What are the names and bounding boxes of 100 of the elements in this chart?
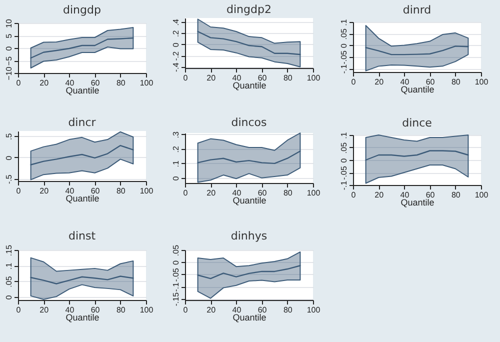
- x-tick-label: 0: [351, 190, 356, 200]
- y-tick-label: 0: [172, 176, 180, 181]
- line-series: [30, 144, 134, 166]
- y-tick-label: .05: [4, 276, 14, 288]
- line-series: [30, 37, 134, 59]
- y-tick-label: .2: [172, 30, 180, 38]
- y-tick-label: .3: [172, 131, 180, 138]
- y-tick-label: 5: [4, 33, 14, 38]
- x-tick-label: 0: [16, 306, 22, 314]
- x-tick-label: 80: [283, 188, 293, 198]
- x-tick-label: 40: [400, 78, 410, 86]
- y-tick-label: .2: [172, 146, 180, 153]
- y-tick-label: -.05: [340, 50, 348, 64]
- x-tick-label: 100: [474, 78, 489, 86]
- x-tick-label: 20: [374, 190, 384, 200]
- x-tick-label: 100: [306, 188, 321, 198]
- chart-title: dingdp2: [226, 3, 272, 16]
- y-tick-label: -.1: [340, 180, 348, 190]
- x-tick-label: 20: [206, 74, 216, 82]
- chart-title: dincr: [68, 116, 96, 129]
- line-series: [197, 265, 301, 280]
- x-tick-label: 60: [258, 74, 268, 82]
- x-tick-label: 100: [306, 306, 321, 314]
- x-tick-label: 40: [65, 306, 75, 314]
- y-tick-label: .05: [340, 28, 348, 40]
- y-tick-label: .1: [340, 18, 348, 26]
- y-tick-label: -.1: [172, 282, 180, 292]
- x-tick-label: 60: [258, 188, 268, 198]
- x-axis-title: Quantile: [232, 80, 266, 90]
- x-tick-label: 60: [90, 78, 100, 88]
- y-tick-label: −5: [4, 56, 14, 66]
- x-tick-label: 100: [140, 78, 154, 88]
- y-tick-label: -.1: [340, 64, 348, 74]
- x-tick-label: 20: [40, 78, 50, 88]
- x-tick-label: 20: [374, 78, 384, 86]
- x-tick-label: 20: [40, 306, 50, 314]
- x-tick-label: 60: [258, 306, 268, 314]
- x-axis-title: Quantile: [232, 196, 266, 206]
- x-tick-label: 60: [426, 78, 436, 86]
- y-tick-label: .5: [4, 132, 14, 140]
- y-tick-label: .1: [340, 132, 348, 139]
- y-tick-label: 0: [172, 260, 180, 265]
- x-tick-label: 80: [283, 306, 293, 314]
- y-tick-label: 0: [4, 155, 14, 160]
- y-tick-label: -.5: [4, 174, 14, 184]
- chart-title: dinrd: [402, 4, 432, 17]
- x-axis-title: Quantile: [66, 86, 100, 96]
- x-tick-label: 80: [116, 306, 126, 314]
- x-tick-label: 100: [140, 186, 154, 196]
- x-tick-label: 0: [183, 306, 188, 314]
- x-tick-label: 100: [474, 190, 489, 200]
- x-axis-title: Quantile: [66, 312, 100, 322]
- y-tick-label: 0: [340, 42, 348, 48]
- x-tick-label: 0: [183, 188, 188, 198]
- x-tick-label: 80: [116, 78, 126, 88]
- chart-title: dince: [402, 116, 432, 130]
- x-tick-label: 0: [183, 74, 188, 82]
- y-tick-label: −10: [4, 66, 14, 80]
- x-axis-title: Quantile: [232, 312, 266, 322]
- x-axis-title: Quantile: [400, 198, 434, 208]
- x-tick-label: 40: [232, 188, 242, 198]
- y-tick-label: .05: [172, 244, 180, 256]
- y-tick-label: -.2: [172, 50, 180, 61]
- chart-title: dingdp: [63, 4, 101, 17]
- x-tick-label: 80: [451, 78, 461, 86]
- y-tick-label: -.05: [172, 267, 180, 282]
- y-tick-label: 0: [4, 294, 14, 300]
- x-tick-label: 40: [65, 78, 75, 88]
- x-tick-label: 20: [40, 186, 50, 196]
- x-tick-label: 40: [232, 74, 242, 82]
- line-series: [365, 46, 469, 56]
- x-tick-label: 0: [16, 78, 22, 88]
- chart-title: dincos: [231, 116, 268, 130]
- y-tick-label: .05: [340, 142, 348, 154]
- x-tick-label: 40: [400, 190, 410, 200]
- x-tick-label: 60: [426, 190, 436, 200]
- x-tick-label: 60: [90, 306, 100, 314]
- y-tick-label: 0: [172, 42, 180, 48]
- x-tick-label: 40: [65, 186, 75, 196]
- y-tick-label: 0: [340, 158, 348, 163]
- y-tick-label: -.15: [172, 292, 180, 306]
- chart-title: dinhys: [230, 229, 268, 242]
- x-tick-label: 80: [283, 74, 293, 82]
- y-tick-label: -.4: [172, 62, 180, 72]
- x-tick-label: 0: [16, 186, 22, 196]
- y-tick-label: .1: [4, 262, 14, 270]
- x-tick-label: 40: [232, 306, 242, 314]
- y-tick-label: .15: [4, 244, 14, 256]
- x-tick-label: 80: [451, 190, 461, 200]
- x-tick-label: 0: [351, 78, 356, 86]
- x-axis-title: Quantile: [400, 84, 434, 94]
- x-tick-label: 100: [140, 306, 154, 314]
- x-tick-label: 20: [206, 306, 216, 314]
- line-series: [30, 276, 134, 284]
- x-tick-label: 20: [206, 188, 216, 198]
- y-tick-label: 10: [4, 18, 14, 28]
- y-tick-label: .4: [172, 18, 180, 26]
- x-axis-title: Quantile: [66, 194, 100, 204]
- y-tick-label: -.05: [340, 166, 348, 180]
- y-tick-label: 0: [4, 46, 14, 51]
